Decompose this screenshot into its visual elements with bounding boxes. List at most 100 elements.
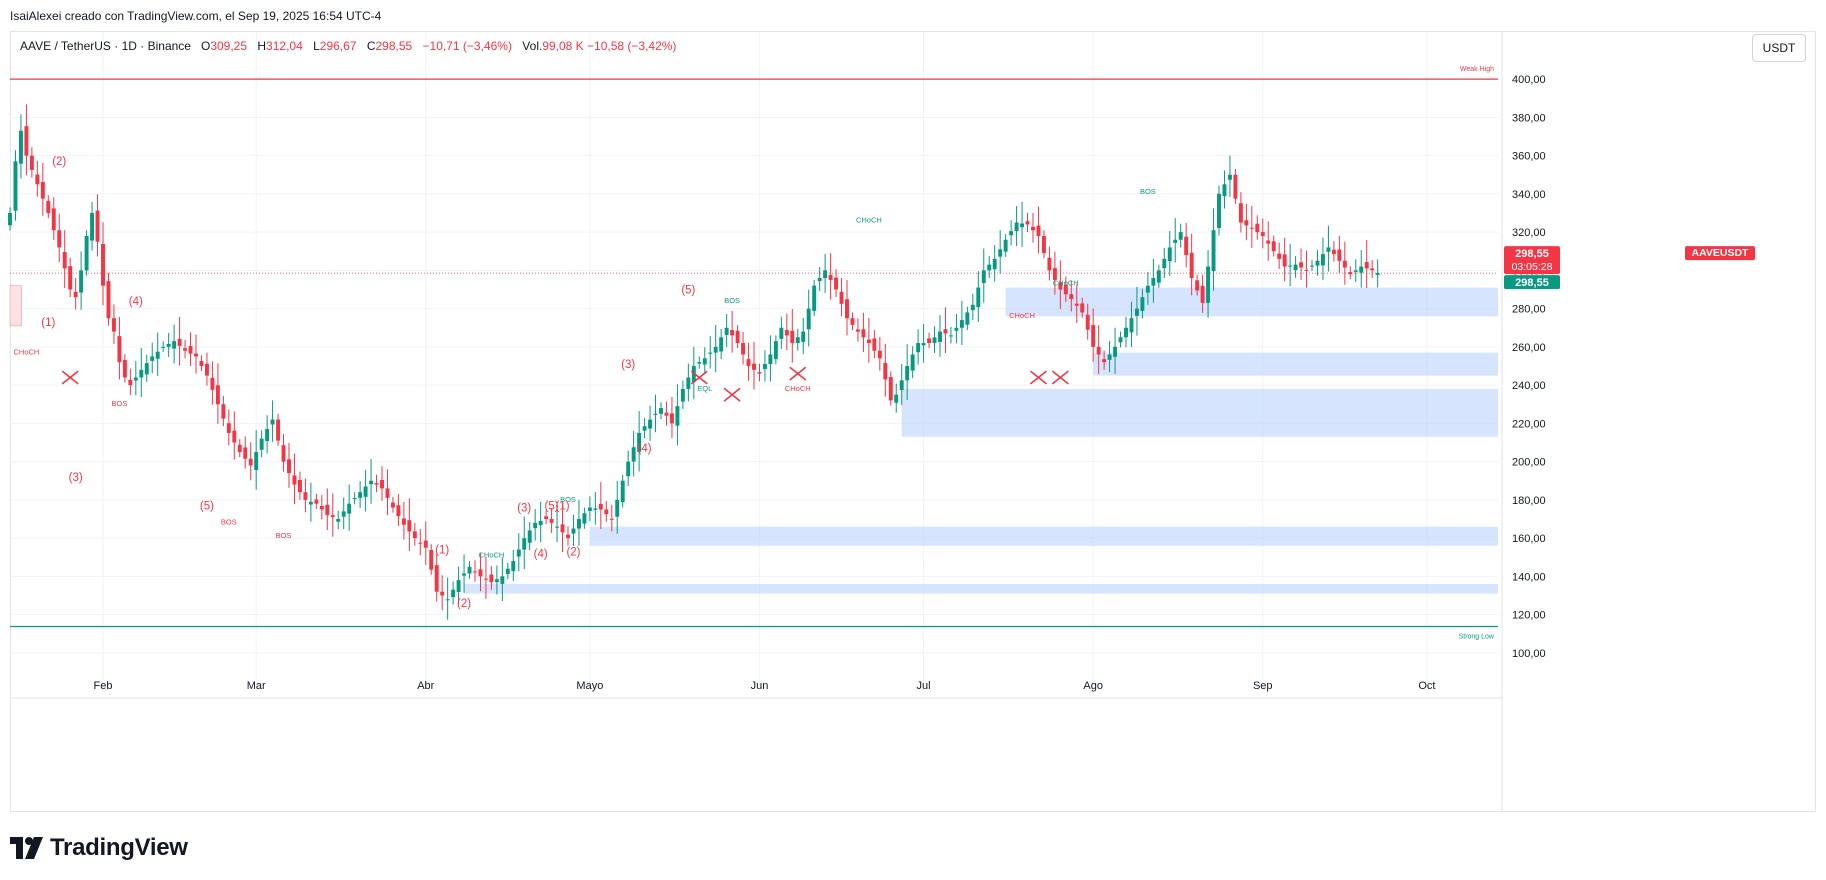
candle-body (948, 335, 953, 337)
structure-label: BOS (724, 296, 740, 305)
candle-body (1063, 284, 1068, 295)
candle-body (932, 337, 937, 344)
candle-body (642, 426, 647, 431)
wave-label: (5) (200, 500, 214, 512)
candle-body (1091, 325, 1096, 347)
open-label: O (200, 39, 211, 53)
candle-body (1353, 270, 1358, 272)
wave-label: (3) (69, 472, 83, 484)
candle-body (735, 330, 740, 344)
sweep-mark (1051, 370, 1069, 385)
currency-selector[interactable]: USDT (1752, 34, 1806, 62)
symbol-tag-bg (1685, 246, 1755, 261)
candle-body (336, 519, 341, 522)
candle-body (702, 358, 707, 365)
candle-body (888, 377, 893, 401)
candle-body (779, 327, 784, 339)
candle-body (516, 549, 521, 557)
candle-body (1222, 184, 1227, 197)
candle-body (40, 182, 45, 199)
candle-body (1047, 257, 1052, 271)
candle-body (987, 264, 992, 271)
demand-zone (1005, 287, 1498, 317)
structure-label: CHoCH (1053, 279, 1079, 288)
candle-body (527, 530, 532, 543)
candle-body (1124, 327, 1128, 338)
sweep-mark-stroke (1029, 370, 1047, 385)
candle-body (407, 520, 412, 532)
candle-body (325, 504, 330, 516)
candle-body (401, 518, 406, 525)
sweep-mark (690, 370, 708, 385)
candle-body (1255, 223, 1260, 233)
candle-body (626, 461, 631, 477)
candle-body (730, 330, 735, 336)
wave-label: (1) (435, 544, 449, 556)
candle-body (232, 430, 237, 443)
wave-label: (1) (555, 500, 569, 512)
candle-body (172, 341, 177, 349)
key-level-label: Strong Low (1459, 633, 1495, 640)
structure-label: BOS (1140, 187, 1156, 196)
sweep-mark-stroke (690, 370, 708, 385)
y-tick-label: 400,00 (1512, 74, 1546, 86)
candle-body (456, 580, 461, 593)
candle-body (319, 505, 324, 510)
candle-body (500, 576, 505, 584)
sweep-mark-stroke (789, 366, 807, 381)
candle-body (784, 330, 789, 336)
candle-body (1167, 247, 1172, 262)
y-tick-label: 280,00 (1512, 304, 1546, 316)
candle-body (817, 278, 822, 282)
candle-body (976, 287, 981, 308)
countdown-tag: 03:05:28 (1512, 261, 1553, 273)
structure-label: CHoCH (13, 348, 39, 357)
candle-body (1069, 294, 1074, 300)
candle-body (265, 429, 270, 441)
candle-body (1238, 203, 1243, 223)
candle-body (1189, 252, 1194, 279)
structure-label: CHoCH (856, 216, 882, 225)
sweep-mark-stroke (1051, 370, 1069, 385)
candle-body (1151, 278, 1156, 286)
candle-body (1293, 264, 1298, 271)
candle-body (1266, 240, 1271, 244)
chart-header: IsaiAlexei creado con TradingView.com, e… (10, 9, 382, 23)
candle-body (812, 285, 817, 311)
candle-body (1009, 231, 1014, 236)
candle-body (303, 492, 308, 500)
sweep-mark-stroke (723, 387, 741, 402)
candle-body (1003, 239, 1008, 252)
candle-body (954, 327, 959, 331)
candle-body (451, 589, 456, 598)
candle-body (51, 208, 56, 231)
candle-body (713, 346, 718, 353)
candle-body (297, 479, 302, 493)
open-value: 309,25 (210, 39, 248, 53)
candle-body (560, 524, 565, 533)
wave-label: (1) (41, 317, 55, 329)
candle-body (566, 534, 570, 539)
candle-body (57, 230, 62, 248)
last-price-tag-bg (1504, 246, 1560, 275)
candle-body (347, 503, 352, 514)
candle-body (106, 281, 111, 319)
last-price-green-tag: 298,55 (1515, 277, 1549, 289)
candle-body (943, 329, 948, 334)
candle-body (571, 528, 576, 534)
candle-body (79, 270, 84, 293)
candle-body (1342, 260, 1347, 268)
candle-body (462, 573, 467, 576)
candle-body (29, 155, 34, 170)
candle-body (587, 507, 592, 511)
structure-label: BOS (111, 399, 127, 408)
symbol-name[interactable]: AAVE / TetherUS · 1D · Binance (20, 39, 191, 53)
high-label: H (257, 39, 267, 53)
candle-body (467, 566, 472, 574)
tradingview-logo[interactable]: TradingView (10, 834, 188, 862)
candle-body (199, 361, 204, 366)
candle-body (872, 338, 877, 351)
candle-body (724, 327, 729, 336)
candle-body (254, 452, 259, 471)
